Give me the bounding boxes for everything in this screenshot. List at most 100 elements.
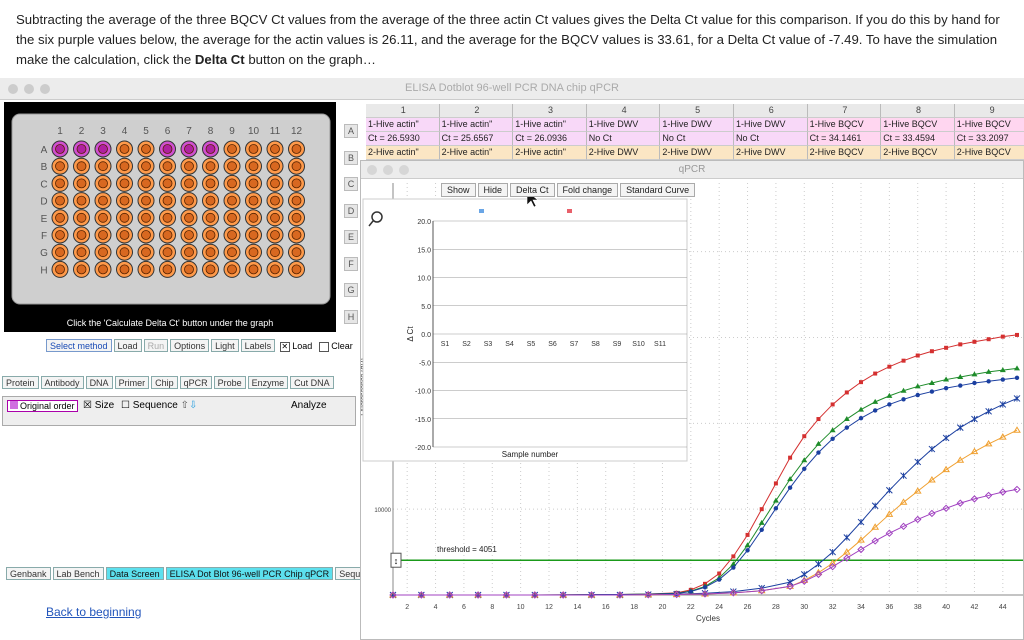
grid-cell-a-ct[interactable]: No Ct — [734, 132, 808, 146]
plate-well[interactable] — [116, 174, 133, 192]
plate-well[interactable] — [137, 157, 155, 175]
plate-well[interactable] — [180, 174, 198, 192]
plate-well[interactable] — [51, 243, 69, 261]
plate-well[interactable] — [73, 226, 90, 244]
plate-well[interactable] — [94, 192, 112, 210]
plate-well[interactable] — [94, 226, 112, 244]
grid-cell-a-ct[interactable]: Ct = 34.1461 — [807, 132, 882, 146]
plate-well[interactable] — [116, 157, 133, 175]
bottom-tab-3[interactable]: ELISA Dot Blot 96-well PCR Chip qPCR — [165, 567, 334, 580]
plate-well[interactable] — [159, 243, 176, 261]
plate-well[interactable] — [245, 260, 262, 278]
plate-well[interactable] — [245, 226, 262, 244]
run-button[interactable]: Run — [143, 339, 169, 352]
plate-well[interactable] — [180, 140, 198, 158]
plate-well[interactable] — [159, 140, 176, 158]
plate-well[interactable] — [245, 243, 262, 261]
plate-well[interactable] — [159, 192, 176, 210]
grid-cell-a-ct[interactable]: Ct = 26.5930 — [366, 132, 440, 146]
plate-well[interactable] — [116, 226, 133, 244]
tool-enzyme-button[interactable]: Enzyme — [247, 376, 289, 389]
plate-well[interactable] — [159, 226, 176, 244]
grid-cell-b-sample[interactable]: 2-Hive DWV — [660, 146, 734, 160]
plate-well[interactable] — [223, 209, 241, 227]
qpcr-tab-fold-change[interactable]: Fold change — [556, 183, 619, 197]
zoom-icon[interactable] — [368, 211, 383, 227]
tool-protein-button[interactable]: Protein — [2, 376, 39, 389]
plate-well[interactable] — [288, 140, 305, 158]
plate-well[interactable] — [245, 209, 262, 227]
tool-antibody-button[interactable]: Antibody — [40, 376, 84, 389]
plate-well[interactable] — [202, 140, 219, 158]
plate-well[interactable] — [180, 226, 198, 244]
plate-well[interactable] — [202, 192, 219, 210]
qpcr-tab-hide[interactable]: Hide — [477, 183, 509, 197]
minimize-dot-icon[interactable] — [24, 84, 34, 94]
options-button[interactable]: Options — [170, 339, 210, 352]
plate-well[interactable] — [245, 174, 262, 192]
plate-well[interactable] — [288, 192, 305, 210]
plate-well[interactable] — [73, 243, 90, 261]
plate-well[interactable] — [94, 157, 112, 175]
plate-well[interactable] — [73, 209, 90, 227]
plate-well[interactable] — [116, 192, 133, 210]
plate-well[interactable] — [245, 140, 262, 158]
threshold-handle-icon[interactable]: ↕ — [390, 552, 402, 568]
plate-well[interactable] — [137, 192, 155, 210]
plate-well[interactable] — [116, 260, 133, 278]
grid-cell-b-sample[interactable]: 2-Hive actin" — [366, 146, 440, 160]
plate-well[interactable] — [288, 260, 305, 278]
grid-cell-b-sample[interactable]: 2-Hive BQCV — [954, 146, 1024, 160]
plate-well[interactable] — [180, 209, 198, 227]
plate-well[interactable] — [223, 174, 241, 192]
sort-up-icon[interactable]: ⇧ — [180, 400, 189, 411]
grid-cell-b-sample[interactable]: 2-Hive DWV — [586, 146, 661, 160]
close-dot-icon[interactable] — [8, 84, 18, 94]
zoom-dot-icon[interactable] — [40, 84, 50, 94]
plate-well[interactable] — [159, 157, 176, 175]
plate-well[interactable] — [159, 209, 176, 227]
plate-well[interactable] — [137, 209, 155, 227]
plate-well[interactable] — [137, 260, 155, 278]
plate-well[interactable] — [266, 226, 284, 244]
tool-qpcr-button[interactable]: qPCR — [179, 376, 212, 389]
original-order-button[interactable]: Original order — [7, 400, 78, 412]
grid-cell-b-sample[interactable]: 2-Hive actin" — [439, 146, 514, 160]
grid-cell-a-ct[interactable]: No Ct — [586, 132, 661, 146]
bottom-tab-1[interactable]: Lab Bench — [52, 567, 104, 580]
back-to-beginning-link[interactable]: Back to beginning — [46, 605, 142, 619]
grid-cell-a-sample[interactable]: 1-Hive actin" — [513, 118, 587, 132]
grid-cell-a-ct[interactable]: Ct = 33.2097 — [954, 132, 1024, 146]
grid-cell-a-sample[interactable]: 1-Hive DWV — [586, 118, 661, 132]
plate-well[interactable] — [51, 260, 69, 278]
qpcr-close-icon[interactable] — [367, 165, 377, 175]
grid-cell-b-sample[interactable]: 2-Hive BQCV — [881, 146, 955, 160]
sort-down-icon[interactable]: ⇩ — [188, 400, 198, 411]
plate-well[interactable] — [51, 157, 69, 175]
grid-cell-a-sample[interactable]: 1-Hive BQCV — [807, 118, 882, 132]
grid-cell-a-ct[interactable]: Ct = 25.6567 — [439, 132, 514, 146]
grid-cell-a-sample[interactable]: 1-Hive DWV — [734, 118, 808, 132]
plate-well[interactable] — [73, 192, 90, 210]
tool-primer-button[interactable]: Primer — [114, 376, 150, 389]
grid-cell-a-sample[interactable]: 1-Hive BQCV — [954, 118, 1024, 132]
sequence-checkbox[interactable]: ☐ Sequence ⇧⇩ — [121, 400, 198, 411]
qpcr-tab-show[interactable]: Show — [441, 183, 476, 197]
plate-well[interactable] — [94, 243, 112, 261]
tool-dna-button[interactable]: DNA — [85, 376, 113, 389]
light-button[interactable]: Light — [211, 339, 239, 352]
plate-well[interactable] — [180, 192, 198, 210]
qpcr-zoom-icon[interactable] — [399, 165, 409, 175]
plate-well[interactable] — [223, 157, 241, 175]
size-checkbox[interactable]: ☒ Size — [83, 400, 115, 411]
plate-well[interactable] — [202, 209, 219, 227]
bottom-tab-0[interactable]: Genbank — [6, 567, 51, 580]
plate-well[interactable] — [137, 243, 155, 261]
plate-well[interactable] — [266, 157, 284, 175]
grid-cell-a-ct[interactable]: Ct = 26.0936 — [513, 132, 587, 146]
qpcr-minimize-icon[interactable] — [383, 165, 393, 175]
plate-well[interactable] — [51, 226, 69, 244]
qpcr-tab-standard-curve[interactable]: Standard Curve — [620, 183, 696, 197]
load-checkbox[interactable]: ✕ — [279, 341, 290, 352]
plate-well[interactable] — [73, 260, 90, 278]
